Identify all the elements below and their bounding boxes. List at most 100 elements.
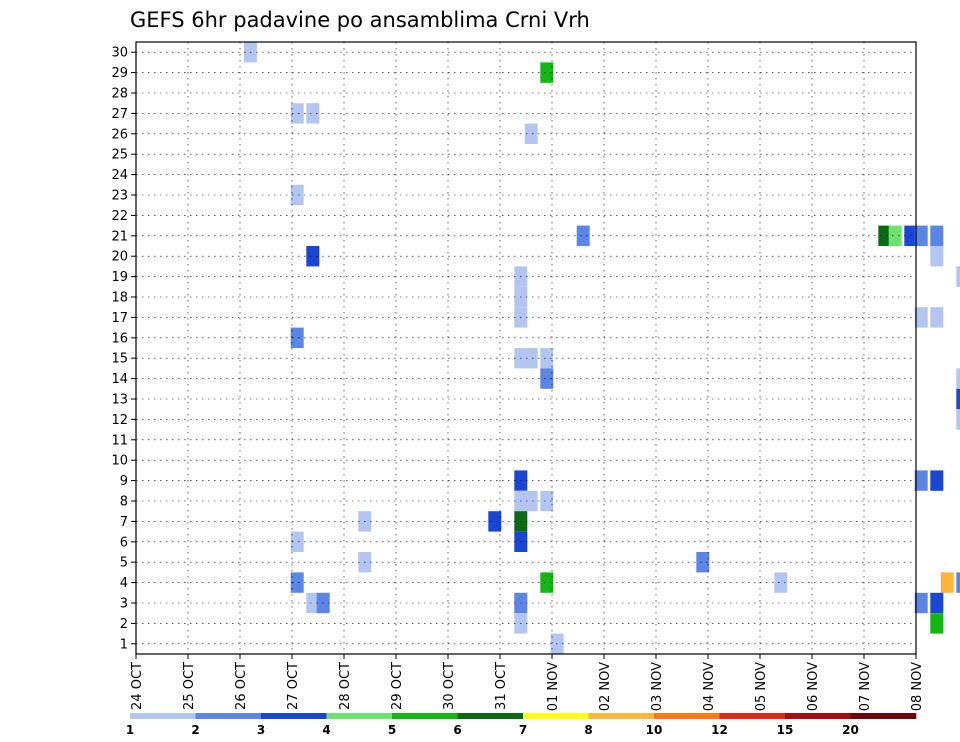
colorbar-swatch-8: [654, 713, 720, 719]
y-axis: 1234567891011121314151617181920212223242…: [111, 46, 136, 652]
y-tick-label-17: 17: [111, 311, 128, 326]
x-tick-label-7: 31 OCT: [494, 662, 509, 710]
cell-107: [696, 552, 710, 573]
cell-80: [540, 368, 554, 389]
colorbar-swatch-11: [850, 713, 917, 719]
cell-72: [930, 307, 944, 328]
cells-layer: [243, 42, 960, 654]
colorbar-label-3: 4: [322, 723, 330, 737]
cell-114: [540, 572, 554, 593]
colorbar-label-2: 3: [257, 723, 265, 737]
colorbar-label-5: 6: [453, 723, 461, 737]
colorbar-label-4: 5: [388, 723, 396, 737]
colorbar: 1 2 3 4 5 6 7 8 10 12 15 20: [126, 713, 917, 737]
cell-76: [524, 348, 538, 369]
y-tick-label-23: 23: [111, 189, 128, 204]
y-tick-label-25: 25: [111, 148, 128, 163]
y-tick-label-2: 2: [120, 617, 128, 632]
cell-71: [914, 307, 928, 328]
x-tick-label-6: 30 OCT: [442, 662, 457, 710]
cell-63: [306, 246, 320, 267]
cell-81: [956, 368, 960, 389]
cell-83: [956, 409, 960, 430]
y-tick-label-1: 1: [120, 637, 128, 652]
y-tick-label-28: 28: [111, 87, 128, 102]
cell-117: [956, 572, 960, 593]
grid-lines: [136, 42, 916, 654]
x-tick-label-8: 01 NOV: [546, 662, 561, 711]
colorbar-swatch-5: [457, 713, 524, 719]
y-tick-label-11: 11: [111, 433, 128, 448]
y-tick-label-22: 22: [111, 209, 128, 224]
x-tick-label-1: 25 OCT: [182, 662, 197, 710]
colorbar-label-7: 8: [584, 723, 592, 737]
colorbar-label-1: 2: [191, 723, 199, 737]
colorbar-swatch-3: [326, 713, 393, 719]
colorbar-swatch-4: [392, 713, 458, 719]
cell-66: [956, 266, 960, 287]
colorbar-swatch-10: [785, 713, 851, 719]
cell-49: [888, 225, 902, 246]
cell-51: [914, 225, 928, 246]
cell-52: [930, 225, 944, 246]
colorbar-swatch-1: [195, 713, 262, 719]
y-tick-label-19: 19: [111, 270, 128, 285]
y-tick-label-14: 14: [111, 372, 128, 387]
plot-frame: [135, 41, 917, 655]
colorbar-swatch-9: [719, 713, 786, 719]
y-tick-label-29: 29: [111, 66, 128, 81]
cell-115: [774, 572, 788, 593]
colorbar-swatch-2: [261, 713, 327, 719]
y-tick-label-21: 21: [111, 229, 128, 244]
colorbar-label-9: 12: [711, 723, 728, 737]
y-tick-label-5: 5: [120, 556, 128, 571]
x-tick-label-3: 27 OCT: [286, 662, 301, 710]
cell-132: [914, 592, 928, 614]
cell-12: [306, 103, 320, 124]
cell-47: [576, 225, 590, 246]
x-tick-label-15: 08 NOV: [910, 662, 925, 711]
x-tick-label-12: 05 NOV: [754, 662, 769, 711]
x-axis: 24 OCT 25 OCT 26 OCT 27 OCT 28 OCT 29 OCT 30 O…: [130, 654, 925, 711]
x-tick-label-2: 26 OCT: [234, 662, 249, 710]
x-tick-label-10: 03 NOV: [650, 662, 665, 711]
x-tick-label-4: 28 OCT: [338, 662, 353, 710]
y-tick-label-8: 8: [120, 495, 128, 510]
x-tick-label-9: 02 NOV: [598, 662, 613, 711]
y-tick-label-7: 7: [120, 515, 128, 530]
cell-48: [878, 225, 892, 246]
y-tick-label-13: 13: [111, 393, 128, 408]
cell-82: [956, 388, 960, 410]
cell-133: [930, 592, 944, 614]
cell-94: [914, 470, 928, 491]
y-tick-label-10: 10: [111, 454, 128, 469]
cell-97: [524, 490, 538, 512]
x-tick-label-0: 24 OCT: [130, 662, 145, 710]
y-tick-label-18: 18: [111, 291, 128, 306]
colorbar-label-10: 15: [777, 723, 794, 737]
cell-74: [290, 327, 304, 348]
colorbar-label-0: 1: [126, 723, 134, 737]
cell-98: [540, 490, 554, 512]
x-tick-label-14: 07 NOV: [858, 662, 873, 711]
cell-100: [488, 511, 502, 532]
y-tick-label-27: 27: [111, 107, 128, 122]
y-tick-label-6: 6: [120, 535, 128, 550]
cell-41: [290, 184, 304, 206]
colorbar-swatch-7: [588, 713, 655, 719]
y-tick-label-30: 30: [111, 46, 128, 61]
cell-129: [306, 592, 320, 614]
y-tick-label-12: 12: [111, 413, 128, 428]
cell-22: [524, 123, 538, 144]
cell-116: [940, 572, 954, 593]
chart-title: GEFS 6hr padavine po ansamblima Crni Vrh: [130, 8, 590, 32]
cell-104: [290, 531, 304, 552]
x-tick-label-13: 06 NOV: [806, 662, 821, 711]
y-tick-label-3: 3: [120, 597, 128, 612]
colorbar-swatch-0: [130, 713, 196, 719]
y-tick-label-24: 24: [111, 168, 128, 183]
cell-64: [930, 246, 944, 267]
y-tick-label-16: 16: [111, 331, 128, 346]
cell-11: [290, 103, 304, 124]
cell-138: [930, 613, 944, 634]
